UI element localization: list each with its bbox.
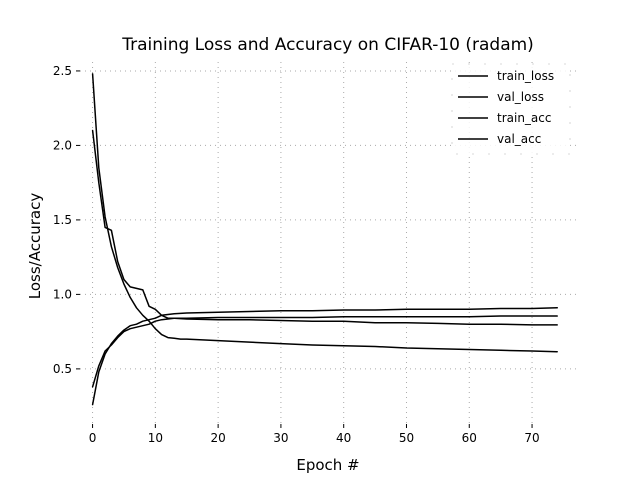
x-tick-label: 60 <box>462 431 477 445</box>
x-axis-label: Epoch # <box>296 456 359 474</box>
series-line-train-loss <box>91 73 558 353</box>
legend-label: val_loss <box>497 90 544 104</box>
y-tick-label: 2.0 <box>53 138 72 152</box>
series-line-train-acc <box>91 307 558 406</box>
legend-label: train_acc <box>497 111 551 125</box>
y-axis-label: Loss/Accuracy <box>26 193 44 300</box>
y-tick-label: 2.5 <box>53 64 72 78</box>
x-tick-label: 20 <box>210 431 225 445</box>
y-tick-label: 0.5 <box>53 362 72 376</box>
x-axis: 0 10 20 30 40 50 60 70 <box>89 424 540 445</box>
x-tick-label: 70 <box>524 431 539 445</box>
x-tick-label: 30 <box>273 431 288 445</box>
legend-label: val_acc <box>497 132 541 146</box>
y-axis: 0.5 1.0 1.5 2.0 2.5 <box>53 64 80 376</box>
series-line-val-loss <box>91 129 558 326</box>
series-lines <box>91 73 558 406</box>
x-tick-label: 50 <box>399 431 414 445</box>
legend: train_loss val_loss train_acc val_acc <box>451 63 571 155</box>
x-tick-label: 10 <box>148 431 163 445</box>
x-tick-label: 40 <box>336 431 351 445</box>
legend-label: train_loss <box>497 69 554 83</box>
x-tick-label: 0 <box>89 431 97 445</box>
series-line-val-acc <box>91 315 558 388</box>
y-tick-label: 1.5 <box>53 213 72 227</box>
y-tick-label: 1.0 <box>53 287 72 301</box>
chart-title: Training Loss and Accuracy on CIFAR-10 (… <box>121 35 534 55</box>
